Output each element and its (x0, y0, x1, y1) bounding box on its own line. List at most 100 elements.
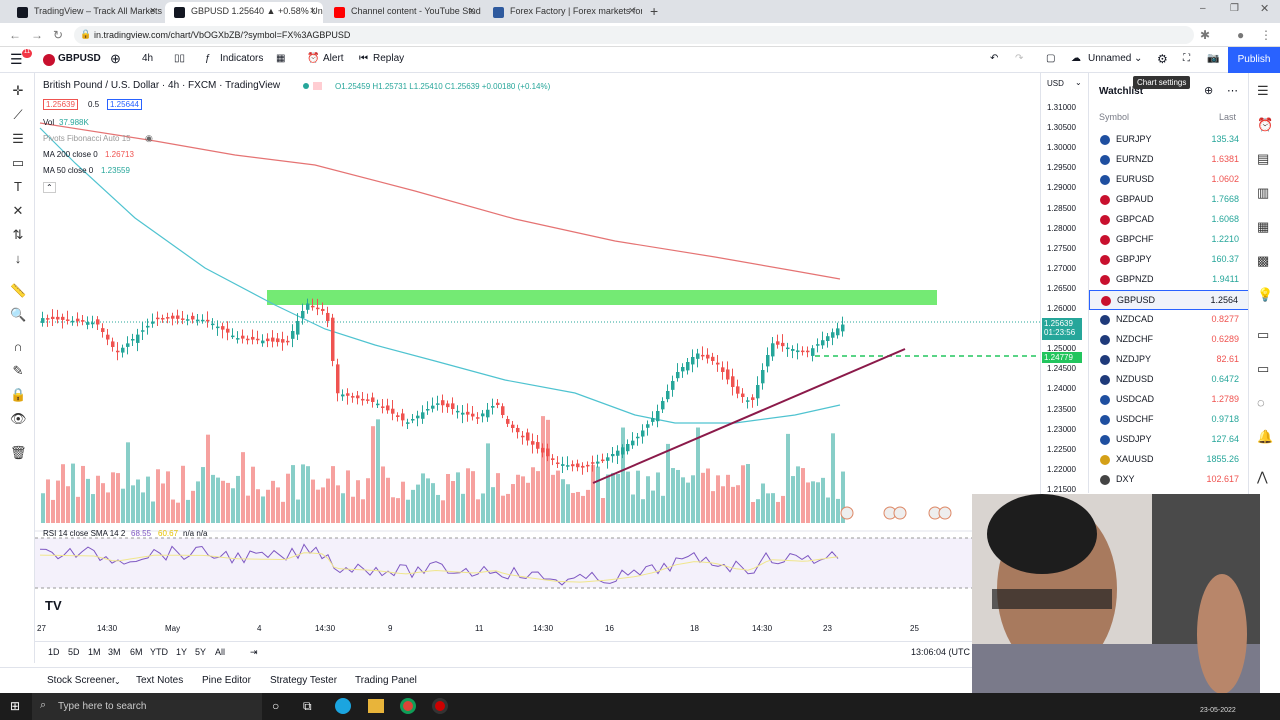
symbol-search-button[interactable]: GBPUSD (58, 53, 101, 64)
browser-tab-tradingview[interactable]: TradingView – Track All Markets × (8, 2, 163, 23)
watchlist-row-nzdcad[interactable]: NZDCAD 0.8277 (1089, 310, 1249, 330)
calendar-icon[interactable]: ▦ (1257, 219, 1270, 234)
forward-icon[interactable]: → (31, 28, 43, 42)
restore-icon[interactable]: ❐ (1230, 3, 1239, 14)
watchlist-row-gbpchf[interactable]: GBPCHF 1.2210 (1089, 230, 1249, 250)
help-icon[interactable]: ⋀ (1257, 469, 1268, 484)
chevron-down-icon[interactable]: ⌄ (1075, 78, 1082, 87)
pattern-icon[interactable]: ✕ (12, 203, 24, 218)
watchlist-row-gbpnzd[interactable]: GBPNZD 1.9411 (1089, 270, 1249, 290)
close-tab-icon[interactable]: × (468, 5, 475, 17)
fullscreen-icon[interactable]: ⛶ (1183, 53, 1190, 64)
goto-date-icon[interactable]: ⇥ (250, 647, 258, 657)
column-last[interactable]: Last (1219, 112, 1237, 122)
tab-strategy-tester[interactable]: Strategy Tester (270, 675, 338, 686)
extensions-icon[interactable]: ✱ (1200, 28, 1211, 42)
cortana-icon[interactable]: ○ (272, 699, 280, 713)
undo-icon[interactable]: ↶ (990, 53, 999, 64)
more-icon[interactable]: ⋯ (1227, 85, 1238, 97)
watchlist-row-eurusd[interactable]: EURUSD 1.0602 (1089, 170, 1249, 190)
tab-stock-screener[interactable]: Stock Screener (47, 675, 116, 686)
close-tab-icon[interactable]: × (149, 5, 156, 17)
watchlist-row-gbpjpy[interactable]: GBPJPY 160.37 (1089, 250, 1249, 270)
watchlist-row-nzdusd[interactable]: NZDUSD 0.6472 (1089, 370, 1249, 390)
compare-add-icon[interactable]: ⊕ (110, 51, 121, 66)
watchlist-row-gbpcad[interactable]: GBPCAD 1.6068 (1089, 210, 1249, 230)
file-explorer-icon[interactable] (368, 699, 384, 713)
back-icon[interactable]: ← (9, 28, 21, 42)
edge-icon[interactable] (335, 698, 351, 714)
text-icon[interactable]: T (14, 179, 22, 194)
watchlist-row-gbpaud[interactable]: GBPAUD 1.7668 (1089, 190, 1249, 210)
ideas-icon[interactable]: 💡 (1257, 287, 1274, 302)
close-tab-icon[interactable]: × (628, 5, 635, 17)
watchlist-icon[interactable]: ☰ (1257, 83, 1269, 98)
task-view-icon[interactable]: ⧉ (303, 699, 312, 713)
price-axis[interactable]: USD ⌄ 1.31000 1.30500 1.30000 1.29500 1.2900… (1040, 73, 1088, 621)
range-button-1d[interactable]: 1D (48, 647, 60, 657)
eye-hidden-icon[interactable]: ◉ (145, 133, 153, 143)
watchlist-row-gbpusd[interactable]: GBPUSD 1.2564 (1089, 290, 1249, 310)
range-button-1y[interactable]: 1Y (176, 647, 188, 657)
indicators-button[interactable]: Indicators (220, 53, 264, 64)
trash-icon[interactable]: 🗑 (10, 445, 27, 460)
browser-tab-gbpusd[interactable]: GBPUSD 1.25640 ▲ +0.58% Unn × (165, 2, 323, 23)
shapes-icon[interactable]: ▭ (11, 155, 25, 170)
price-chart[interactable]: TV (35, 73, 1040, 621)
collapse-legend-icon[interactable]: ⌃ (43, 182, 56, 193)
gear-icon[interactable]: ⚙ (1157, 52, 1168, 66)
minimize-icon[interactable]: – (1200, 3, 1206, 14)
streams-icon[interactable]: ▭ (1257, 361, 1270, 376)
currency-label[interactable]: USD (1047, 79, 1064, 88)
tab-trading-panel[interactable]: Trading Panel (355, 675, 417, 686)
profile-icon[interactable]: ● (1237, 28, 1245, 42)
reload-icon[interactable]: ↻ (53, 28, 64, 42)
publish-button[interactable]: Publish (1228, 47, 1280, 73)
column-symbol[interactable]: Symbol (1099, 112, 1130, 122)
chrome-icon[interactable] (400, 698, 416, 714)
camera-icon[interactable]: 📷 (1207, 53, 1220, 64)
range-button-5y[interactable]: 5Y (195, 647, 207, 657)
alert-button[interactable]: Alert (323, 53, 344, 64)
magnet-icon[interactable]: ∩ (13, 339, 23, 354)
watchlist-row-dxy[interactable]: DXY 102.617 (1089, 470, 1249, 490)
taskbar-search[interactable]: ⌕ Type here to search (32, 693, 262, 720)
watchlist-row-usdchf[interactable]: USDCHF 0.9718 (1089, 410, 1249, 430)
add-symbol-icon[interactable]: ⊕ (1204, 85, 1214, 97)
lock-drawings-icon[interactable]: ✎ (12, 363, 24, 378)
calculator-icon[interactable]: ▩ (1257, 253, 1270, 268)
tab-pine-editor[interactable]: Pine Editor (202, 675, 251, 686)
time-axis[interactable]: 27 14:30 May 4 14:30 9 11 14:30 16 18 14:30 23 25 (35, 621, 1040, 637)
range-button-6m[interactable]: 6M (130, 647, 143, 657)
browser-tab-forexfactory[interactable]: Forex Factory | Forex markets for × (484, 2, 642, 23)
hamburger-menu-icon[interactable]: ☰ (10, 51, 23, 67)
watchlist-row-nzdchf[interactable]: NZDCHF 0.6289 (1089, 330, 1249, 350)
interval-button[interactable]: 4h (142, 53, 154, 64)
close-window-icon[interactable]: ✕ (1260, 3, 1270, 15)
chevron-down-icon[interactable]: ⌄ (114, 677, 121, 686)
browser-tab-youtube[interactable]: Channel content - YouTube Stud × (325, 2, 482, 23)
tab-text-notes[interactable]: Text Notes (136, 675, 184, 686)
windows-start-icon[interactable]: ⊞ (10, 699, 21, 713)
redo-icon[interactable]: ↷ (1015, 53, 1024, 64)
chat-icon[interactable]: ▭ (1257, 327, 1270, 342)
ask-price[interactable]: 1.25644 (107, 99, 142, 110)
layout-name-button[interactable]: Unnamed (1088, 53, 1132, 64)
ruler-icon[interactable]: 📏 (10, 283, 27, 298)
crosshair-icon[interactable]: ✛ (12, 83, 24, 98)
arrow-down-icon[interactable]: ↓ (14, 251, 22, 266)
prediction-icon[interactable]: ⇅ (12, 227, 24, 242)
range-button-5d[interactable]: 5D (68, 647, 80, 657)
taskbar-date[interactable]: 23-05-2022 (1200, 707, 1236, 714)
close-tab-icon[interactable]: × (309, 5, 316, 17)
recorder-icon[interactable] (432, 698, 448, 714)
alerts-icon[interactable]: ⏰ (1257, 117, 1274, 132)
trendline-icon[interactable]: ⟋ (13, 107, 23, 122)
range-button-ytd[interactable]: YTD (150, 647, 168, 657)
range-button-3m[interactable]: 3M (108, 647, 121, 657)
watchlist-row-nzdjpy[interactable]: NZDJPY 82.61 (1089, 350, 1249, 370)
eye-icon[interactable]: 👁 (10, 411, 27, 426)
range-button-1m[interactable]: 1M (88, 647, 101, 657)
data-window-icon[interactable]: ▤ (1257, 151, 1270, 166)
watchlist-row-usdjpy[interactable]: USDJPY 127.64 (1089, 430, 1249, 450)
